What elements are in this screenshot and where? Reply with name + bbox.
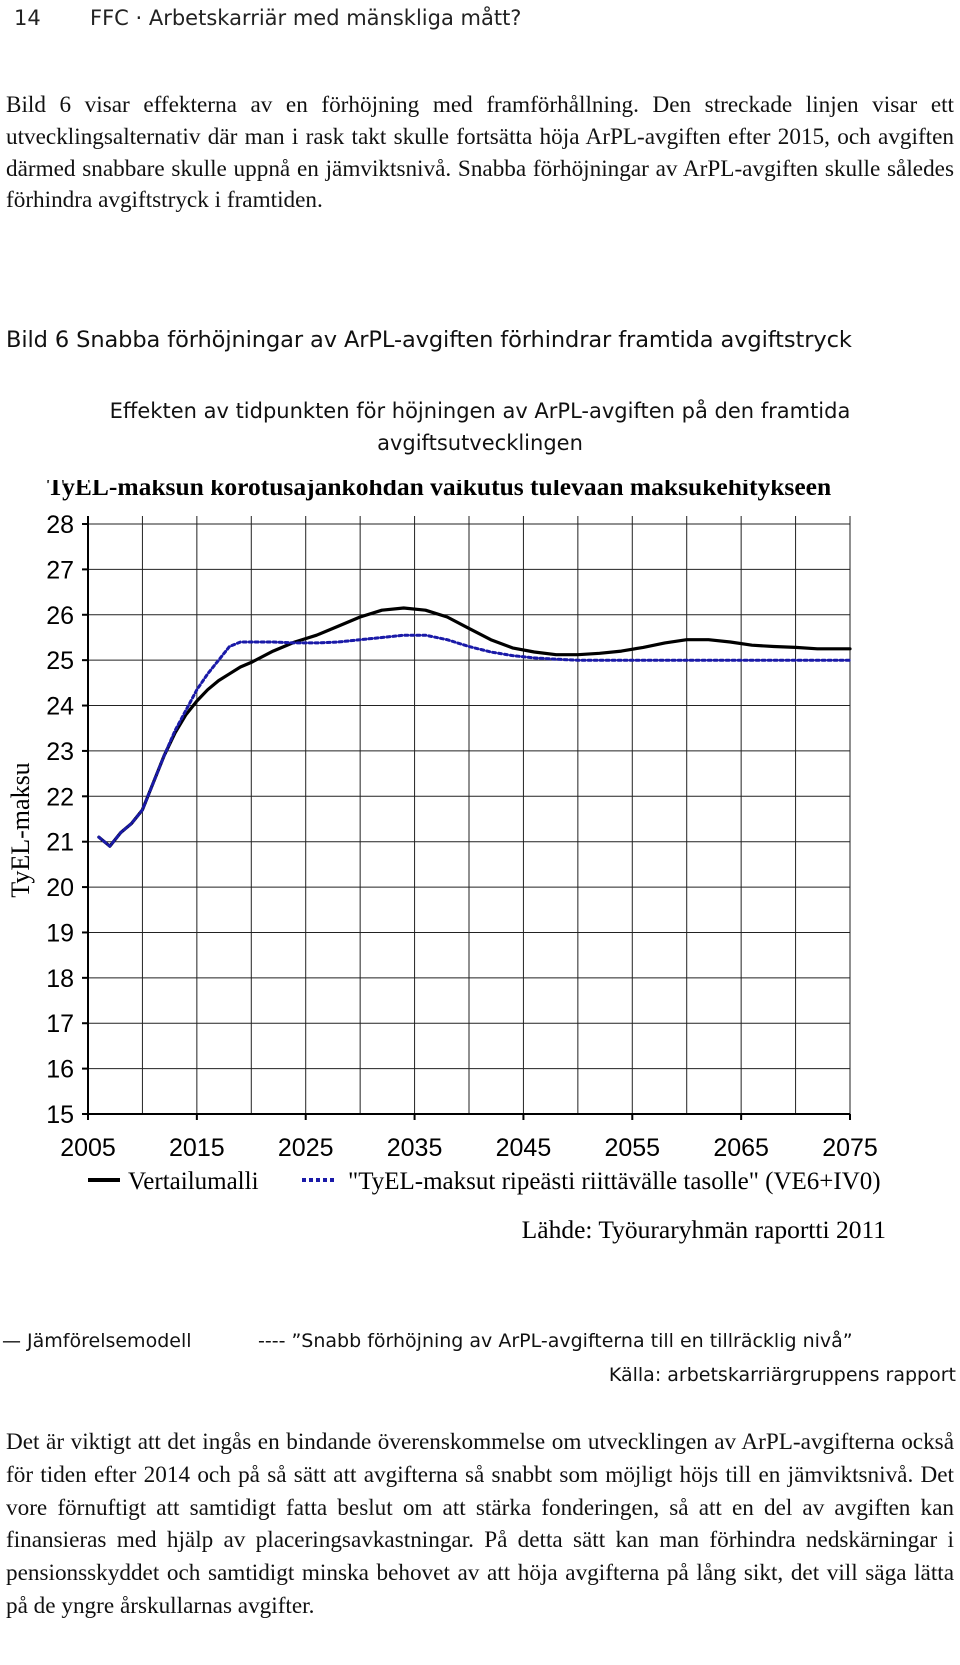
running-title: FFC · Arbetskarriär med mänskliga mått? [90,6,522,30]
series-line-fast-raise [97,633,852,848]
grid [87,516,851,1115]
y-tick-label: 20 [46,874,74,902]
legend-label-reference: Vertailumalli [128,1168,259,1195]
y-tick-label: 15 [46,1101,74,1129]
y-tick-label: 22 [46,783,74,811]
series [97,606,852,848]
body-paragraph-1: Bild 6 visar effekterna av en förhöjning… [6,92,954,214]
chart-heading-line-2: avgiftsutvecklingen [377,431,583,455]
swedish-legend-solid: — Jämförelsemodell [2,1330,192,1352]
swedish-source: Källa: arbetskarriärgruppens rapport [608,1364,956,1386]
chart-source: Lähde: Työuraryhmän raportti 2011 [522,1215,886,1244]
y-axis-label: TyEL-maksu [6,762,35,897]
figure-caption: Bild 6 Snabba förhöjningar av ArPL-avgif… [6,327,852,353]
swedish-legend: — Jämförelsemodell ---- ”Snabb förhöjnin… [0,1330,958,1360]
y-tick-label: 25 [46,647,74,675]
series-line-reference [97,606,852,848]
x-tick-label: 2055 [604,1134,660,1162]
page-header: 14 FFC · Arbetskarriär med mänskliga måt… [14,2,944,34]
page-number: 14 [14,6,41,30]
chart-title: TyEL-maksun korotusajankohdan vaikutus t… [47,480,831,501]
y-tick-label: 26 [46,602,74,630]
y-tick-label: 16 [46,1056,74,1084]
y-tick-label: 18 [46,965,74,993]
x-tick-label: 2045 [496,1134,552,1162]
y-tick-label: 17 [46,1010,74,1038]
x-tick-label: 2035 [387,1134,443,1162]
fee-chart: TyEL-maksun korotusajankohdan vaikutus t… [6,480,886,1244]
y-tick-label: 27 [46,556,74,584]
x-tick-label: 2025 [278,1134,334,1162]
y-tick-label: 23 [46,738,74,766]
x-tick-label: 2065 [713,1134,769,1162]
x-tick-label: 2015 [169,1134,225,1162]
body-paragraph-2: Det är viktigt att det ingås en bindande… [6,1429,954,1619]
chart-heading: Effekten av tidpunkten för höjningen av … [60,395,900,459]
y-tick-label: 21 [46,829,74,857]
swedish-legend-dashed: ---- ”Snabb förhöjning av ArPL-avgiftern… [258,1330,853,1352]
chart-heading-line-1: Effekten av tidpunkten för höjningen av … [109,399,851,423]
legend-label-fast-raise: "TyEL-maksut ripeästi riittävälle tasoll… [348,1168,881,1195]
y-tick-label: 28 [46,511,74,539]
axes: 15 16 17 18 19 20 21 22 23 24 25 26 27 28 2005 2015 2025… [46,511,878,1162]
x-tick-label: 2075 [822,1134,878,1162]
y-tick-label: 19 [46,919,74,947]
chart-legend: Vertailumalli "TyEL-maksut ripeästi riitt… [88,1168,881,1195]
x-tick-label: 2005 [60,1134,116,1162]
y-tick-label: 24 [46,693,74,721]
